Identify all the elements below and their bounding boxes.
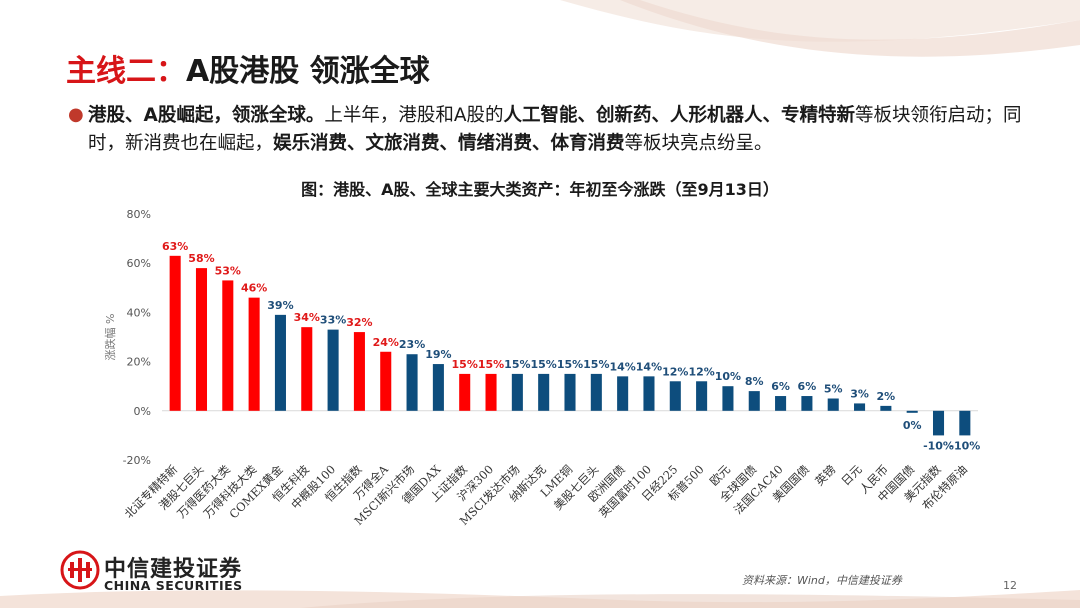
bar-24	[801, 396, 813, 411]
data-label: 46%	[241, 282, 267, 295]
bar-26	[854, 403, 866, 411]
bar-8	[380, 351, 392, 411]
data-label: 58%	[188, 252, 214, 265]
data-label: 15%	[531, 358, 557, 371]
data-label: -10%	[949, 439, 980, 452]
bar-0	[169, 255, 181, 411]
data-label: 15%	[504, 358, 530, 371]
data-label: 23%	[399, 338, 425, 351]
bar-11	[459, 373, 471, 411]
data-label: 15%	[478, 358, 504, 371]
bar-28	[906, 410, 918, 413]
data-label: 53%	[215, 264, 241, 277]
bullet-text-part: 等板块领衔启动；同时，新消费也在崛起，	[88, 105, 1022, 154]
bullet-text-part: 等板块亮点纷呈。	[624, 133, 773, 154]
data-label: 14%	[636, 360, 662, 373]
bar-1	[195, 268, 208, 411]
data-label: 32%	[346, 316, 372, 329]
bullet-text-part: 娱乐消费、文旅消费、情绪消费、体育消费	[273, 133, 625, 154]
bar-20	[696, 381, 708, 411]
data-label: 15%	[583, 358, 609, 371]
bar-14	[538, 373, 550, 411]
y-axis-label: 涨跌幅 %	[103, 314, 117, 361]
slide-title: 主线二：A股港股 领涨全球	[66, 46, 430, 90]
y-tick-label: 0%	[134, 405, 151, 418]
bar-5	[301, 327, 313, 411]
bar-6	[327, 329, 339, 411]
data-label: 15%	[452, 358, 478, 371]
bar-12	[485, 373, 497, 411]
bar-3	[248, 297, 260, 411]
y-tick-label: -20%	[123, 454, 151, 467]
brand-name-cn: 中信建投证券	[104, 557, 243, 582]
bar-27	[880, 405, 892, 411]
data-label: -10%	[923, 439, 954, 452]
bar-9	[406, 354, 418, 411]
bullet-text-part: 港股、A股崛起，领涨全球。	[88, 105, 325, 126]
bar-17	[617, 376, 629, 411]
data-label: 34%	[294, 311, 320, 324]
data-label: 15%	[557, 358, 583, 371]
bar-16	[590, 373, 602, 411]
chart-title: 图：港股、A股、全球主要大类资产：年初至今涨跌（至9月13日）	[301, 180, 779, 199]
data-label: 24%	[373, 336, 399, 349]
data-label: 0%	[903, 419, 922, 432]
bullet-dot-icon: ●	[68, 104, 84, 125]
data-label: 5%	[824, 383, 843, 396]
bar-13	[511, 373, 523, 411]
data-label: 6%	[798, 380, 817, 393]
data-label: 19%	[425, 348, 451, 361]
y-tick-label: 60%	[127, 257, 151, 270]
bullet-text-part: 上半年，港股和A股的	[324, 105, 504, 126]
y-tick-label: 80%	[127, 208, 151, 221]
y-tick-label: 40%	[127, 306, 151, 319]
bar-21	[722, 386, 734, 411]
bar-23	[775, 396, 787, 411]
bar-25	[827, 398, 839, 411]
bullet-text-part: 人工智能、创新药、人形机器人、专精特新	[503, 105, 856, 126]
bar-15	[564, 373, 576, 411]
data-label: 12%	[662, 365, 688, 378]
bullet-paragraph: 港股、A股崛起，领涨全球。上半年，港股和A股的人工智能、创新药、人形机器人、专精…	[88, 102, 1028, 158]
page-number: 12	[1003, 579, 1017, 592]
brand-name-en: CHINA SECURITIES	[104, 578, 243, 593]
bar-10	[432, 364, 444, 411]
category-label: 英镑	[812, 462, 838, 488]
bar-22	[748, 391, 760, 411]
bar-7	[353, 332, 365, 411]
data-label: 14%	[609, 360, 635, 373]
bar-4	[274, 314, 286, 411]
bar-30	[959, 410, 971, 436]
y-tick-label: 20%	[127, 356, 151, 369]
data-label: 8%	[745, 375, 764, 388]
china-securities-logo-icon	[60, 550, 100, 590]
data-label: 10%	[715, 370, 741, 383]
data-label: 6%	[771, 380, 790, 393]
data-label: 3%	[850, 387, 869, 400]
data-label: 12%	[688, 365, 714, 378]
bar-19	[669, 381, 681, 411]
slide-title-rest: A股港股 领涨全球	[186, 54, 430, 89]
source-note: 资料来源：Wind，中信建投证券	[742, 574, 902, 587]
data-label: 39%	[267, 299, 293, 312]
data-label: 63%	[162, 240, 188, 253]
bar-chart: -20%0%20%40%60%80%涨跌幅 %63%北证专精特新58%港股七巨头…	[103, 208, 980, 528]
slide-title-highlight: 主线二：	[66, 54, 186, 89]
data-label: 2%	[877, 390, 896, 403]
bar-29	[932, 410, 945, 436]
bar-18	[643, 376, 655, 411]
bar-2	[222, 280, 234, 411]
data-label: 33%	[320, 314, 346, 327]
